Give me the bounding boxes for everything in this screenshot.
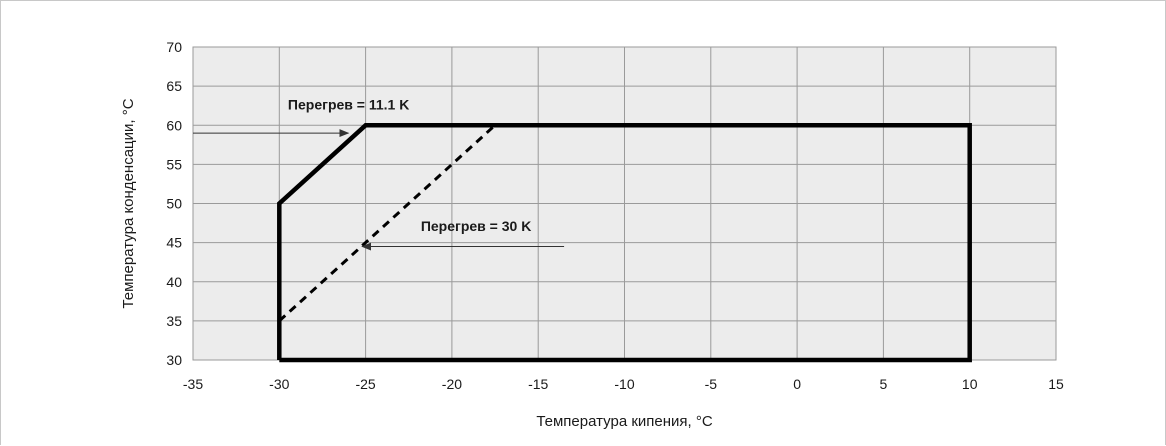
y-axis-ticks: 30 35 40 45 50 55 60 65 70: [166, 39, 182, 368]
x-tick-label: -5: [705, 376, 718, 392]
x-tick-label: -30: [269, 376, 289, 392]
y-axis-label: Температура конденсации, °C: [120, 98, 137, 308]
annotations-group: Перегрев = 11.1 K Перегрев = 30 K: [193, 97, 565, 251]
envelope-boundary-line: [277, 123, 972, 363]
x-tick-label: -15: [528, 376, 548, 392]
y-tick-label: 30: [166, 352, 182, 368]
y-tick-label: 40: [166, 274, 182, 290]
y-tick-label: 60: [166, 117, 182, 133]
x-axis-ticks: -35 -30 -25 -20 -15 -10 -5 0 5 10 15: [183, 376, 1064, 392]
x-tick-label: 0: [793, 376, 801, 392]
x-tick-label: -20: [442, 376, 462, 392]
y-tick-label: 55: [166, 156, 182, 172]
y-tick-label: 50: [166, 196, 182, 212]
x-tick-label: -25: [355, 376, 375, 392]
x-tick-label: 10: [962, 376, 978, 392]
x-tick-label: -35: [183, 376, 203, 392]
series-group: [277, 123, 972, 363]
x-tick-label: 15: [1048, 376, 1064, 392]
superheat-30k-line: [278, 124, 497, 323]
x-tick-label: 5: [880, 376, 888, 392]
annotation-label: Перегрев = 11.1 K: [288, 97, 409, 113]
y-tick-label: 35: [166, 313, 182, 329]
x-tick-label: -10: [614, 376, 634, 392]
y-tick-label: 70: [166, 39, 182, 55]
y-tick-label: 45: [166, 235, 182, 251]
y-tick-label: 65: [166, 78, 182, 94]
x-axis-label: Температура кипения, °C: [536, 413, 713, 430]
annotation-label: Перегрев = 30 K: [421, 218, 532, 234]
